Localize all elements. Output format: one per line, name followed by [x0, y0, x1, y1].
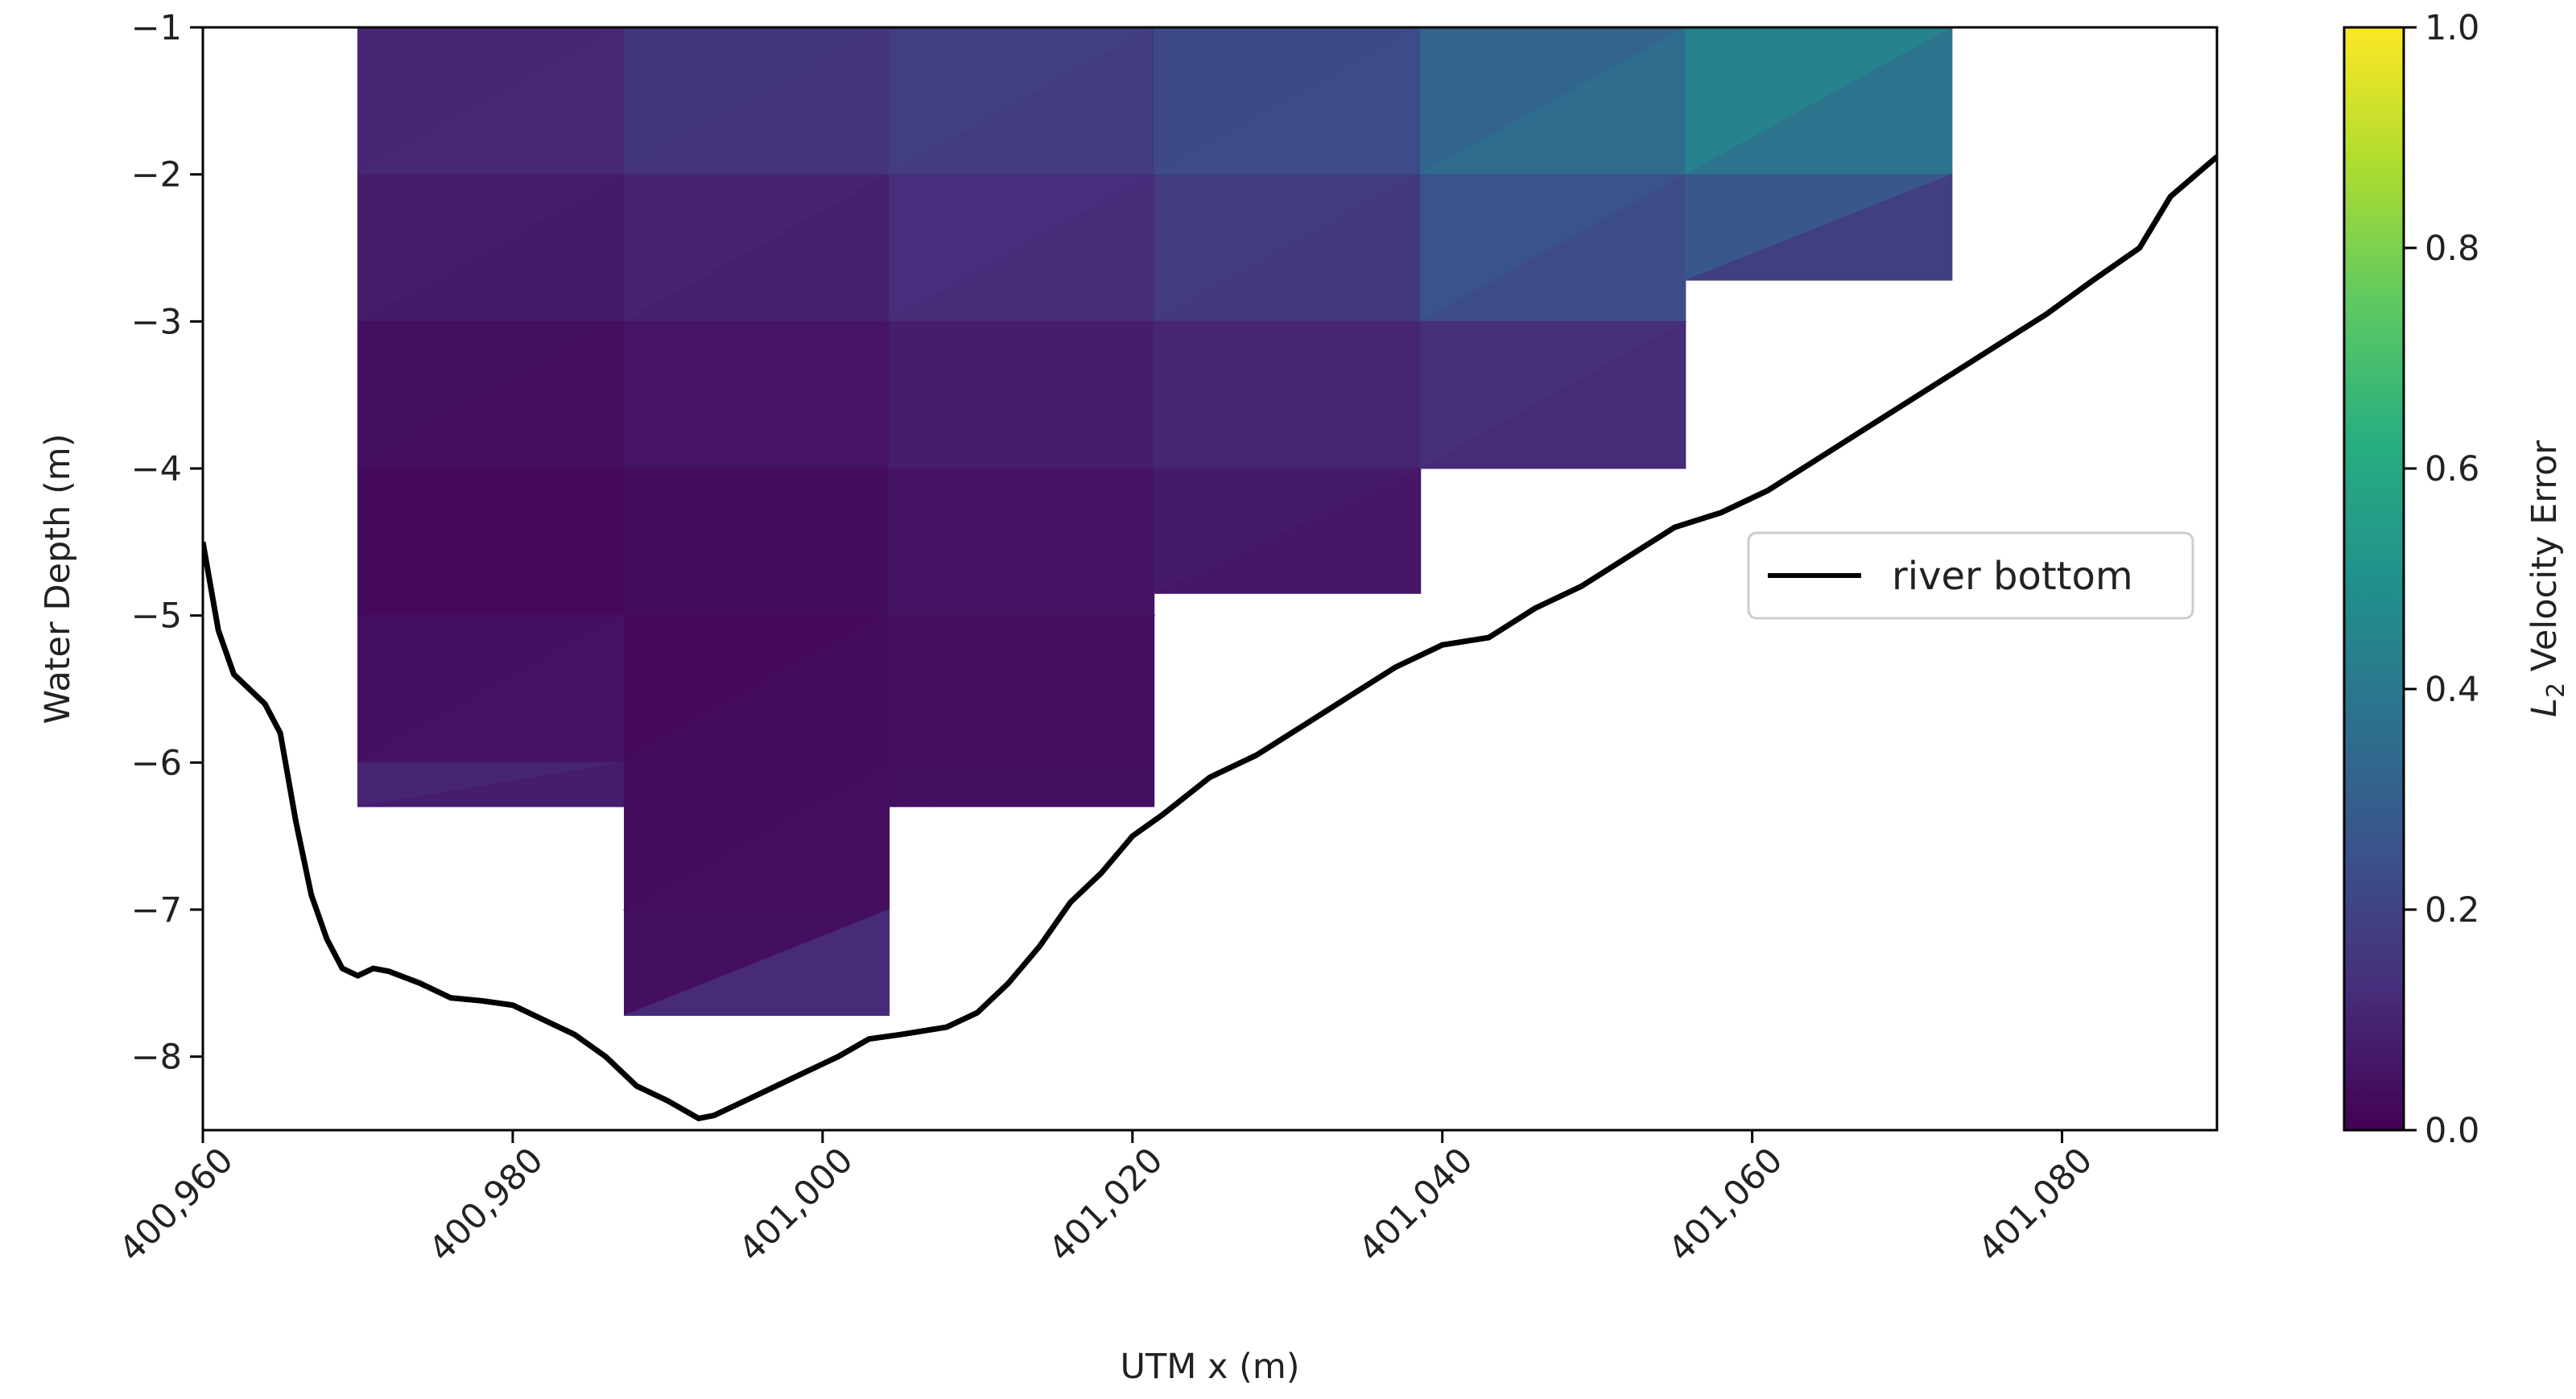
x-tick-label: 401,020 [1041, 1140, 1170, 1269]
plot-frame [201, 26, 2219, 1132]
y-tick-label: −3 [131, 302, 182, 342]
y-tick-label: −5 [131, 596, 182, 637]
heatmap-cell [624, 909, 890, 1017]
x-tick-label: 400,960 [112, 1140, 242, 1269]
legend-box [1747, 531, 2194, 620]
x-tick-label: 401,040 [1351, 1140, 1480, 1269]
y-axis: −1 −2 −3 −4 −5 −6 −7 −8 [131, 8, 203, 1078]
y-axis-label: Water Depth (m) [38, 434, 78, 724]
colorbar-scale [2343, 26, 2405, 1132]
colorbar-tick-label: 0.2 [2425, 890, 2479, 931]
heatmap-cell [1154, 468, 1422, 594]
y-tick-label: −6 [131, 743, 182, 783]
colorbar-tick-label: 1.0 [2425, 8, 2479, 48]
x-tick-label: 401,080 [1971, 1140, 2100, 1269]
heatmap-cell [889, 761, 1155, 807]
colorbar-label: L2 Velocity Error [2524, 440, 2570, 717]
legend-label: river bottom [1892, 554, 2133, 599]
colorbar-tick-label: 0.8 [2425, 229, 2479, 269]
legend: river bottom [1747, 531, 2194, 620]
colorbar-tick-label: 0.4 [2425, 670, 2479, 710]
heatmap-cell [1685, 173, 1953, 281]
river-bottom-line [203, 155, 2217, 1121]
colorbar: 0.0 0.2 0.4 0.6 0.8 1.0 L2 Velocity Error [2343, 8, 2570, 1151]
colorbar-ticks: 0.0 0.2 0.4 0.6 0.8 1.0 [2404, 8, 2479, 1151]
y-tick-label: −8 [131, 1038, 182, 1078]
y-tick-label: −7 [131, 890, 182, 931]
colorbar-tick-label: 0.0 [2425, 1111, 2479, 1151]
x-axis: 400,960 400,980 401,000 401,020 401,040 401,0… [112, 1130, 2100, 1270]
x-tick-label: 400,980 [422, 1140, 551, 1269]
y-tick-label: −1 [131, 8, 182, 48]
y-tick-label: −4 [131, 449, 182, 489]
colorbar-tick-label: 0.6 [2425, 449, 2479, 489]
x-tick-label: 401,060 [1661, 1140, 1790, 1269]
x-tick-label: 401,000 [732, 1140, 861, 1269]
y-tick-label: −2 [131, 155, 182, 196]
heatmap-cells [357, 27, 1953, 1017]
x-axis-label: UTM x (m) [1120, 1347, 1299, 1387]
river-bottom-series [203, 155, 2217, 1121]
heatmap-cell [1418, 320, 1686, 469]
